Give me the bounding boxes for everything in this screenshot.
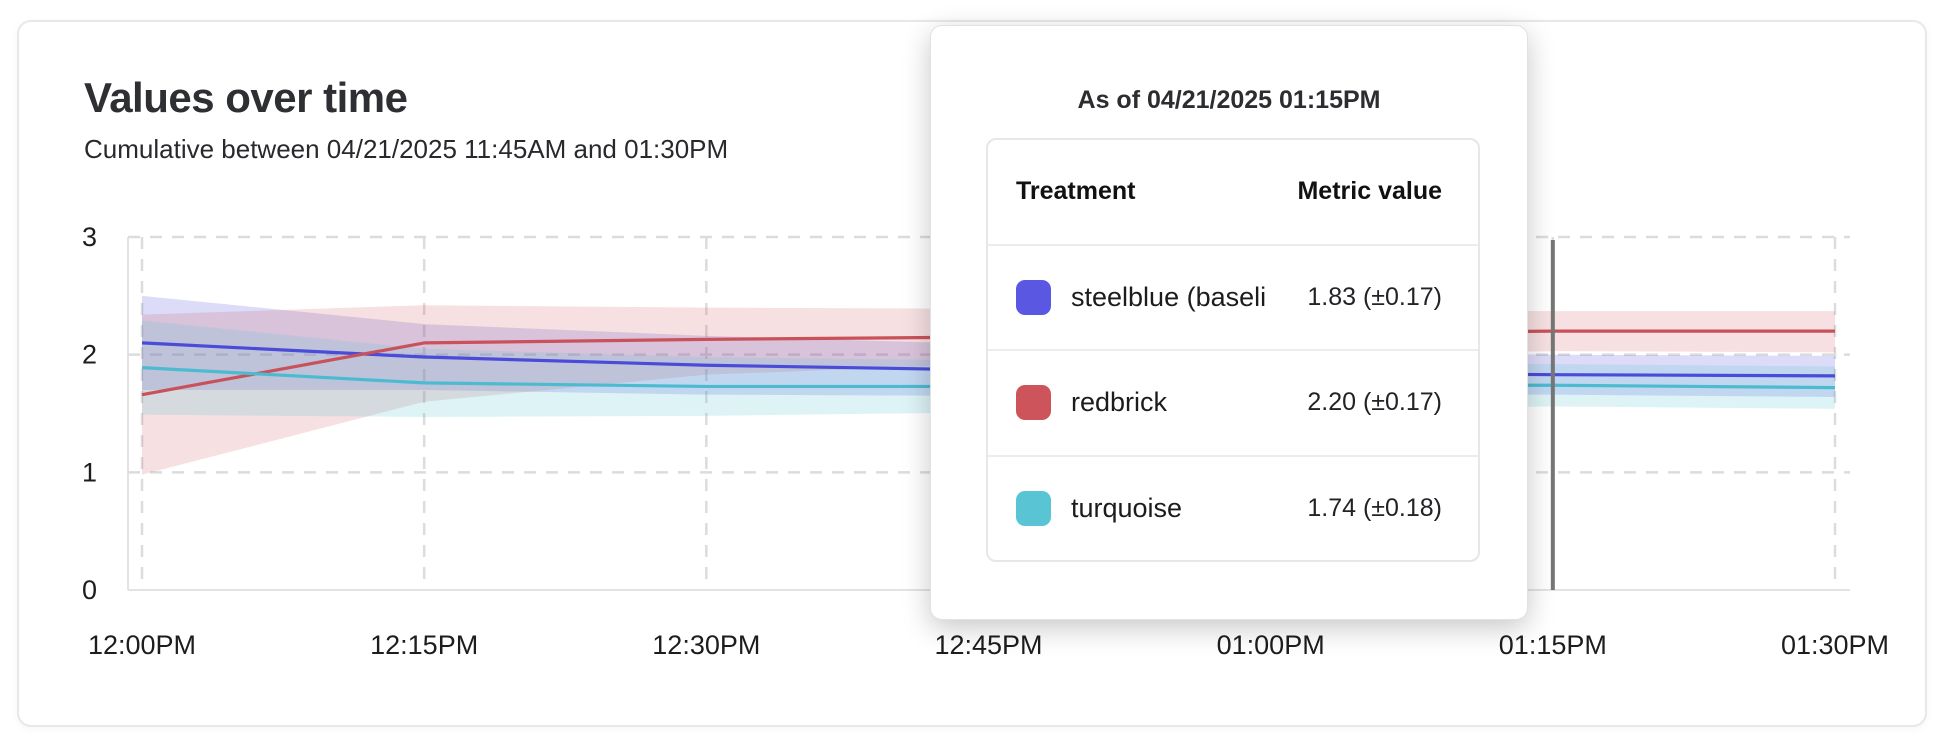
series-metric-value: 1.83 (±0.17) [1307, 282, 1442, 311]
y-tick-label: 2 [82, 340, 97, 370]
tooltip-row-redbrick: redbrick 2.20 (±0.17) [988, 349, 1478, 455]
series-name: redbrick [1071, 387, 1168, 418]
x-tick-label: 01:15PM [1499, 630, 1607, 660]
x-tick-label: 01:30PM [1781, 630, 1889, 660]
series-name: turquoise [1071, 492, 1183, 523]
tooltip-row-steelblue: steelblue (baseli 1.83 (±0.17) [988, 243, 1478, 350]
series-metric-value: 1.74 (±0.18) [1307, 493, 1442, 522]
x-tick-label: 01:00PM [1217, 630, 1325, 660]
chart-hover-tooltip: As of 04/21/2025 01:15PM Treatment Metri… [930, 25, 1528, 620]
page-title: Values over time [84, 74, 408, 121]
x-tick-label: 12:30PM [652, 630, 760, 660]
column-header-metric-value: Metric value [1297, 177, 1442, 206]
page-subtitle: Cumulative between 04/21/2025 11:45AM an… [84, 134, 729, 164]
series-color-swatch [1016, 385, 1051, 421]
tooltip-table: Treatment Metric value steelblue (baseli… [986, 138, 1480, 562]
y-tick-label: 0 [82, 575, 97, 605]
tooltip-table-header: Treatment Metric value [988, 140, 1478, 244]
series-metric-value: 2.20 (±0.17) [1307, 388, 1442, 417]
y-tick-label: 3 [82, 222, 97, 252]
y-tick-label: 1 [82, 457, 97, 487]
column-header-treatment: Treatment [1016, 177, 1136, 206]
series-color-swatch [1016, 279, 1051, 315]
series-color-swatch [1016, 490, 1051, 526]
tooltip-timestamp: As of 04/21/2025 01:15PM [1077, 86, 1381, 114]
x-tick-label: 12:15PM [370, 630, 478, 660]
series-name: steelblue (baseli [1071, 281, 1267, 312]
tooltip-row-turquoise: turquoise 1.74 (±0.18) [988, 454, 1478, 561]
x-tick-label: 12:00PM [88, 630, 196, 660]
x-tick-label: 12:45PM [934, 630, 1042, 660]
